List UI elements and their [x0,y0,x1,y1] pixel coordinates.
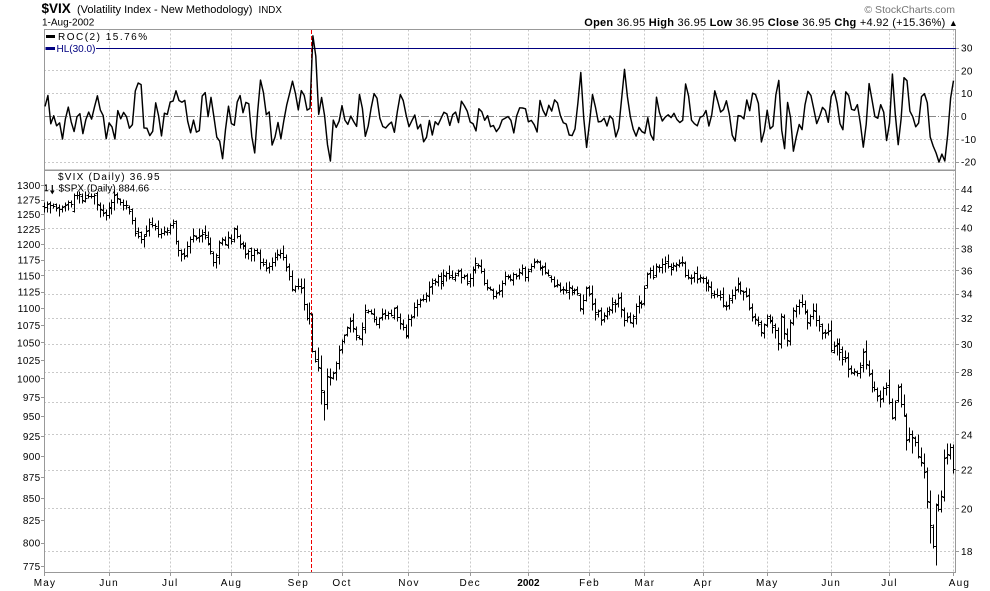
svg-text:1250: 1250 [17,210,41,221]
svg-text:925: 925 [23,432,41,443]
svg-text:Apr: Apr [694,578,713,589]
svg-text:Jun: Jun [821,578,841,589]
svg-text:Jul: Jul [881,578,897,589]
svg-text:28: 28 [961,368,973,379]
svg-text:10: 10 [961,89,973,100]
svg-text:1175: 1175 [18,256,41,267]
svg-text:20: 20 [961,66,973,77]
svg-text:Jul: Jul [162,578,178,589]
svg-text:Dec: Dec [460,578,481,589]
svg-text:1200: 1200 [17,240,41,251]
svg-text:1225: 1225 [17,225,41,236]
svg-text:1075: 1075 [17,321,41,332]
svg-text:1025: 1025 [17,356,41,367]
svg-text:© StockCharts.com: © StockCharts.com [864,4,955,16]
svg-text:$VIX: $VIX [42,1,71,16]
svg-text:1-Aug-2002: 1-Aug-2002 [42,18,95,29]
svg-text:20: 20 [961,504,973,515]
svg-text:32: 32 [961,314,973,325]
svg-text:24: 24 [961,431,973,442]
svg-text:Sep: Sep [288,578,309,589]
svg-text:2002: 2002 [517,578,540,589]
svg-text:30: 30 [961,340,973,351]
svg-text:1300: 1300 [17,181,41,192]
svg-text:950: 950 [23,412,41,423]
svg-text:40: 40 [961,224,973,235]
svg-text:Open 36.95 High 36.95 Low 36.9: Open 36.95 High 36.95 Low 36.95 Close 36… [584,17,958,29]
svg-text:May: May [756,578,779,589]
svg-text:22: 22 [961,466,973,477]
svg-text:44: 44 [961,185,973,196]
svg-text:HL(30.0): HL(30.0) [57,44,96,55]
svg-text:800: 800 [23,539,41,550]
svg-text:Aug: Aug [949,578,970,589]
svg-text:0: 0 [961,112,967,123]
svg-text:$VIX (Daily) 36.95: $VIX (Daily) 36.95 [58,172,161,183]
svg-text:26: 26 [961,398,973,409]
svg-text:42: 42 [961,204,973,215]
svg-text:-20: -20 [961,158,976,169]
svg-text:$SPX (Daily) 884.66: $SPX (Daily) 884.66 [59,184,150,195]
svg-text:30: 30 [961,44,973,55]
svg-text:Feb: Feb [579,578,600,589]
svg-text:34: 34 [961,290,973,301]
svg-text:825: 825 [23,516,41,527]
svg-text:Oct: Oct [332,578,351,589]
svg-text:975: 975 [23,393,41,404]
svg-text:1275: 1275 [17,196,41,207]
svg-text:May: May [34,578,57,589]
svg-text:Nov: Nov [398,578,419,589]
svg-text:ROC(2) 15.76%: ROC(2) 15.76% [58,32,149,43]
svg-text:INDX: INDX [259,5,283,16]
svg-text:1125: 1125 [18,288,41,299]
svg-text:36: 36 [961,266,973,277]
svg-text:(Volatility Index - New Method: (Volatility Index - New Methodology) [77,4,252,16]
svg-text:775: 775 [23,562,41,573]
svg-text:1150: 1150 [18,272,41,283]
svg-text:900: 900 [23,452,41,463]
svg-text:Jun: Jun [99,578,119,589]
svg-text:1050: 1050 [17,339,41,350]
svg-text:18: 18 [961,547,973,558]
svg-text:1000: 1000 [17,374,41,385]
svg-text:-10: -10 [961,135,976,146]
svg-text:Mar: Mar [634,578,655,589]
svg-text:Aug: Aug [221,578,242,589]
svg-text:38: 38 [961,245,973,256]
svg-text:850: 850 [23,494,41,505]
svg-text:875: 875 [23,473,41,484]
svg-text:1100: 1100 [18,304,41,315]
